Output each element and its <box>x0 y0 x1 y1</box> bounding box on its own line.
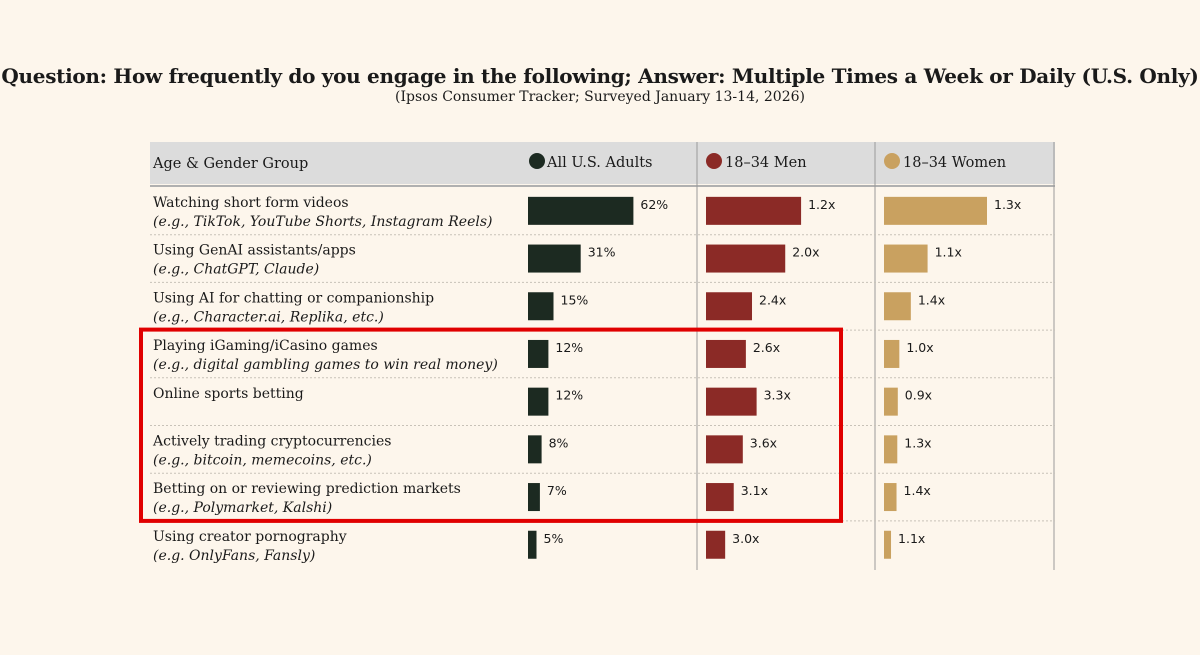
data-label-men: 3.1x <box>741 483 768 498</box>
bar-women <box>884 339 900 368</box>
bar-men <box>706 483 734 512</box>
legend-label-all: All U.S. Adults <box>546 155 653 171</box>
data-label-all: 31% <box>588 245 616 260</box>
data-label-women: 1.1x <box>935 245 962 260</box>
data-label-men: 2.6x <box>753 340 780 355</box>
data-label-all: 8% <box>549 435 569 450</box>
legend-swatch-all <box>529 153 545 169</box>
bar-women <box>884 387 898 416</box>
category-sublabel: (e.g., digital gambling games to win rea… <box>153 357 498 373</box>
bar-women <box>884 530 892 559</box>
data-label-women: 1.1x <box>898 531 925 546</box>
category-sublabel: (e.g., TikTok, YouTube Shorts, Instagram… <box>153 214 493 230</box>
data-label-men: 3.6x <box>750 435 777 450</box>
category-label: Using GenAI assistants/apps <box>153 243 356 259</box>
bar-men <box>706 339 746 368</box>
chart-title: Question: How frequently do you engage i… <box>1 64 1199 88</box>
data-label-women: 1.3x <box>994 197 1021 212</box>
bar-men <box>706 530 726 559</box>
data-label-women: 1.0x <box>906 340 933 355</box>
data-label-women: 0.9x <box>905 388 932 403</box>
bar-women <box>884 483 897 512</box>
bar-women <box>884 292 911 321</box>
legend-swatch-women <box>884 153 900 169</box>
category-sublabel: (e.g., ChatGPT, Claude) <box>153 262 319 278</box>
bar-men <box>706 292 753 321</box>
bar-all <box>528 196 634 225</box>
bar-all <box>528 339 549 368</box>
bar-men <box>706 244 786 273</box>
bar-men <box>706 196 802 225</box>
bar-women <box>884 244 928 273</box>
data-label-men: 3.0x <box>732 531 759 546</box>
bar-all <box>528 530 537 559</box>
bar-women <box>884 435 898 464</box>
data-label-women: 1.4x <box>904 483 931 498</box>
bar-all <box>528 292 554 321</box>
category-label: Actively trading cryptocurrencies <box>152 434 391 450</box>
header-band <box>150 142 1055 184</box>
highlight-box <box>139 327 843 523</box>
data-label-men: 2.0x <box>792 245 819 260</box>
data-label-all: 7% <box>547 483 567 498</box>
data-label-men: 2.4x <box>759 292 786 307</box>
category-sublabel: (e.g., bitcoin, memecoins, etc.) <box>153 453 372 469</box>
category-label: Watching short form videos <box>153 195 349 211</box>
category-label: Using creator pornography <box>153 529 347 545</box>
category-label: Using AI for chatting or companionship <box>153 290 434 306</box>
bar-all <box>528 387 549 416</box>
legend-label-men: 18–34 Men <box>725 155 807 171</box>
data-label-all: 5% <box>544 531 564 546</box>
data-label-men: 1.2x <box>808 197 835 212</box>
bar-all <box>528 483 540 512</box>
category-sublabel: (e.g., Polymarket, Kalshi) <box>153 500 332 516</box>
bar-all <box>528 244 581 273</box>
chart-subtitle: (Ipsos Consumer Tracker; Surveyed Januar… <box>395 89 805 105</box>
data-label-women: 1.3x <box>904 435 931 450</box>
data-label-all: 15% <box>561 292 589 307</box>
data-label-all: 62% <box>640 197 668 212</box>
category-label: Online sports betting <box>153 386 304 402</box>
data-label-women: 1.4x <box>918 292 945 307</box>
category-sublabel: (e.g., Character.ai, Replika, etc.) <box>153 309 384 325</box>
data-label-all: 12% <box>555 388 583 403</box>
data-label-men: 3.3x <box>764 388 791 403</box>
legend-swatch-men <box>706 153 722 169</box>
category-label: Betting on or reviewing prediction marke… <box>153 481 461 497</box>
bar-men <box>706 435 743 464</box>
header-label: Age & Gender Group <box>152 156 308 172</box>
category-label: Playing iGaming/iCasino games <box>153 338 378 354</box>
bar-all <box>528 435 542 464</box>
legend-label-women: 18–34 Women <box>903 155 1006 171</box>
bar-men <box>706 387 757 416</box>
bar-women <box>884 196 988 225</box>
category-sublabel: (e.g. OnlyFans, Fansly) <box>153 548 315 564</box>
data-label-all: 12% <box>555 340 583 355</box>
